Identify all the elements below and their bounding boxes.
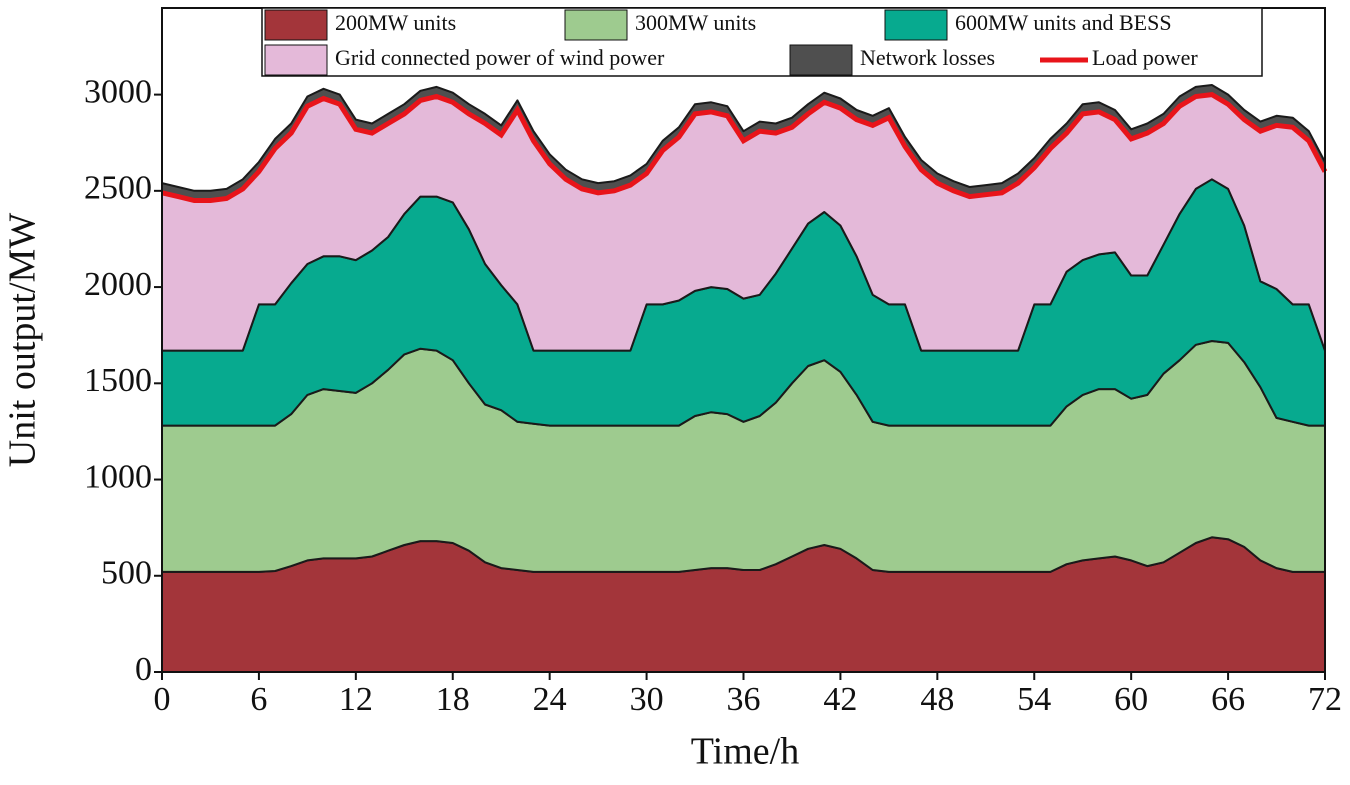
y-tick-label: 3000	[84, 73, 152, 110]
legend-swatch	[789, 44, 853, 76]
load-line	[161, 92, 1328, 203]
legend-swatch	[564, 9, 628, 41]
y-tick-label: 1000	[84, 458, 152, 495]
legend-label: Grid connected power of wind power	[335, 45, 665, 70]
y-axis-title: Unit output/MW	[2, 213, 44, 468]
x-tick-label: 42	[823, 681, 857, 718]
y-tick-label: 500	[101, 555, 152, 592]
x-tick-label: 24	[533, 681, 567, 718]
x-tick-label: 36	[727, 681, 761, 718]
x-tick-label: 54	[1017, 681, 1051, 718]
x-tick-label: 6	[250, 681, 267, 718]
plot-area	[161, 84, 1328, 673]
y-tick-label: 2500	[84, 170, 152, 207]
x-tick-label: 30	[630, 681, 664, 718]
legend-swatch	[884, 9, 948, 41]
legend-label: 600MW units and BESS	[955, 10, 1172, 35]
x-tick-label: 12	[339, 681, 373, 718]
x-tick-label: 48	[920, 681, 954, 718]
legend: 200MW units 300MW units 600MW units and BE…	[261, 7, 1263, 77]
legend-label: Load power	[1092, 45, 1198, 70]
legend-label: 200MW units	[335, 10, 456, 35]
legend-label: Network losses	[860, 45, 995, 70]
x-tick-label: 0	[154, 681, 171, 718]
y-tick-label: 1500	[84, 362, 152, 399]
x-tick-label: 72	[1308, 681, 1342, 718]
y-tick-label: 2000	[84, 266, 152, 303]
legend-label: 300MW units	[635, 10, 756, 35]
x-tick-label: 66	[1211, 681, 1245, 718]
y-tick-label: 0	[135, 651, 152, 688]
x-tick-label: 18	[436, 681, 470, 718]
legend-swatch	[264, 9, 328, 41]
legend-box	[261, 7, 1263, 77]
x-tick-label: 60	[1114, 681, 1148, 718]
x-axis-title: Time/h	[691, 731, 799, 773]
legend-swatch	[264, 44, 328, 76]
